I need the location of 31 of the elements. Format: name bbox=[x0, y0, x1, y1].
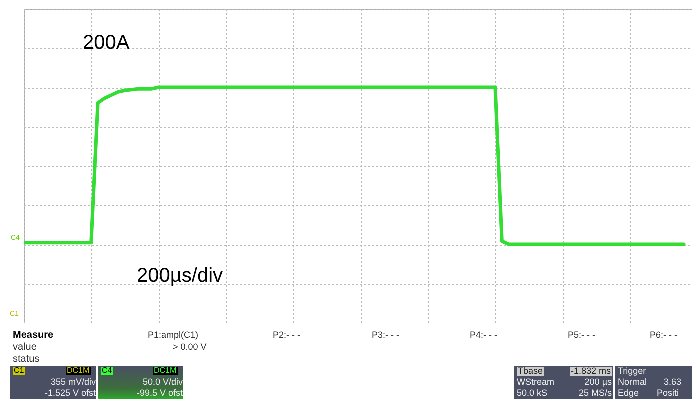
text: P4:- - - bbox=[470, 330, 498, 340]
text: -1.525 V ofst bbox=[44, 388, 96, 398]
text: > 0.00 V bbox=[173, 342, 207, 352]
text: Tbase bbox=[517, 366, 544, 376]
text: 50.0 kS bbox=[517, 388, 548, 398]
text: C1 bbox=[13, 366, 26, 375]
text: Positi bbox=[657, 388, 680, 398]
text: 200A bbox=[83, 32, 130, 54]
text: -1.832 ms bbox=[570, 366, 612, 376]
text: P2:- - - bbox=[273, 330, 301, 340]
text: Measure bbox=[13, 330, 54, 341]
text: 200 µs bbox=[584, 377, 612, 387]
text: C4 bbox=[101, 366, 114, 375]
text: 200µs/div bbox=[137, 265, 224, 287]
text: 50.0 V/div bbox=[142, 377, 183, 387]
text: DC1M bbox=[66, 366, 91, 375]
text: P5:- - - bbox=[568, 330, 596, 340]
text: -99.5 V ofst bbox=[136, 388, 183, 398]
text: Edge bbox=[618, 388, 640, 398]
text: WStream bbox=[517, 377, 555, 387]
text: P6:- - - bbox=[650, 330, 678, 340]
text: Normal bbox=[618, 377, 648, 387]
text: DC1M bbox=[153, 366, 178, 375]
text: P1:ampl(C1) bbox=[148, 330, 199, 340]
text: P3:- - - bbox=[372, 330, 400, 340]
text: Trigger bbox=[618, 366, 646, 376]
text: value bbox=[13, 342, 37, 353]
text: 25 MS/s bbox=[578, 388, 612, 398]
text: status bbox=[13, 354, 40, 365]
text: 355 mV/div bbox=[50, 377, 96, 387]
text: 3.63 bbox=[664, 377, 682, 387]
